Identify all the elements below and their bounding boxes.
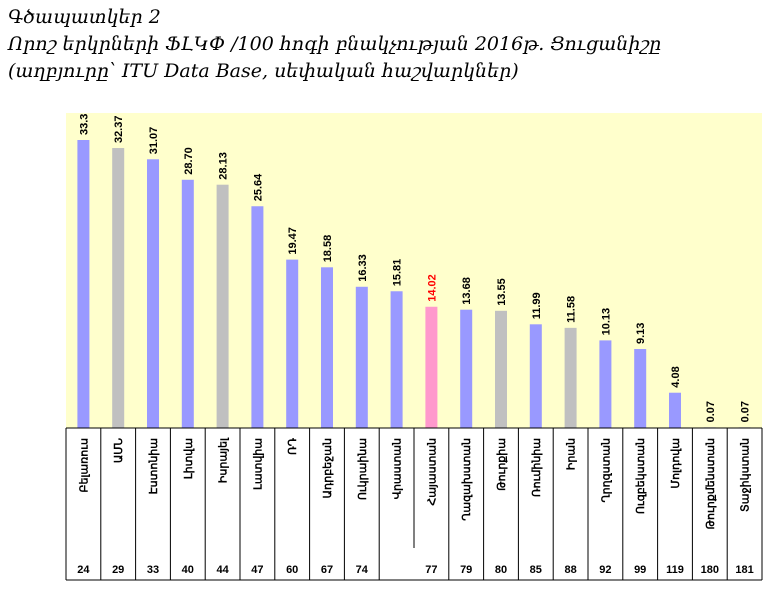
- chart-titles: Գծապատկեր 2 Որոշ երկրների ՖԼԿՓ /100 հոգի…: [8, 4, 778, 85]
- rank-label: 180: [701, 564, 719, 576]
- bar: [495, 310, 507, 428]
- category-label: Էստոնիա: [148, 438, 160, 494]
- figure-label: Գծապատկեր 2: [8, 6, 161, 28]
- data-label: 31.07: [148, 127, 160, 155]
- data-label: 33.3: [78, 114, 90, 135]
- category-label: Լատվիա: [252, 438, 264, 490]
- bar: [425, 306, 438, 428]
- bar-group: 33.3 32.37 31.07 28.70 28.13 25.64 19.47 18.58 1…: [77, 114, 752, 429]
- rank-label: 119: [666, 564, 684, 576]
- rank-label: 24: [77, 564, 90, 576]
- category-label: Տաջիկստան: [740, 438, 752, 512]
- bar: [77, 140, 90, 428]
- rank-label: 85: [530, 564, 542, 576]
- category-label: Ղազախստան: [461, 438, 473, 521]
- data-label: 28.70: [183, 147, 195, 175]
- data-label: 9.13: [635, 323, 647, 344]
- bar: [112, 148, 125, 429]
- rank-label: 67: [321, 564, 333, 576]
- rank-label: 33: [147, 564, 159, 576]
- rank-label: 88: [564, 564, 576, 576]
- category-label: Լիտվա: [183, 438, 195, 479]
- bar: [390, 291, 403, 428]
- data-label: 14.02: [426, 274, 438, 302]
- rank-label: 80: [495, 564, 507, 576]
- chart-source: (աղբյուրը՝ ITU Data Base, սեփական հաշվար…: [8, 60, 519, 82]
- bar: [181, 179, 194, 428]
- bar: [460, 309, 473, 428]
- data-label: 25.64: [252, 173, 264, 201]
- rank-label: 29: [112, 564, 124, 576]
- data-label: 4.08: [670, 366, 682, 387]
- category-label: Ռումինիա: [531, 438, 543, 497]
- rank-label: 60: [286, 564, 298, 576]
- rank-label: 77: [425, 564, 437, 576]
- bar: [355, 286, 368, 428]
- category-label: Հայաստան: [426, 438, 438, 506]
- data-label: 13.68: [461, 277, 473, 305]
- bar: [216, 184, 229, 428]
- bar: [599, 340, 612, 428]
- category-label: Բելառուս: [78, 438, 90, 493]
- category-label: Թուրքիա: [496, 438, 508, 491]
- data-label: 32.37: [113, 116, 125, 144]
- data-label: 0.07: [740, 401, 752, 422]
- chart-title: Որոշ երկրների ՖԼԿՓ /100 հոգի բնակչության…: [8, 33, 662, 55]
- category-label: ԱՄՆ: [113, 438, 125, 463]
- category-label: Ղրղզստան: [600, 438, 612, 503]
- category-label: Վրաստան: [392, 438, 404, 499]
- rank-label: 99: [634, 564, 646, 576]
- data-label: 16.33: [357, 254, 369, 282]
- category-label: ՌԴ: [287, 437, 299, 455]
- data-label: 28.13: [218, 152, 230, 180]
- category-label: Ուզբեկստան: [635, 438, 647, 514]
- rank-label: 44: [216, 564, 229, 576]
- rank-label: 181: [735, 564, 753, 576]
- category-label: Իրան: [566, 438, 578, 470]
- category-label: Ուկրաինա: [357, 438, 369, 500]
- data-label: 18.58: [322, 235, 334, 263]
- category-table: Բելառուս 24 ԱՄՆ 29 Էստոնիա 33 Լիտվա 40 Իսրայել 44…: [65, 427, 763, 581]
- category-label: Մոլդովա: [670, 438, 682, 489]
- data-label: 11.99: [531, 292, 543, 319]
- rank-label: 92: [599, 564, 611, 576]
- data-label: 19.47: [287, 227, 299, 255]
- category-label: Թուրքմենստան: [705, 438, 717, 529]
- bar: [529, 324, 542, 428]
- bar: [321, 267, 333, 428]
- data-label: 13.55: [496, 278, 508, 306]
- bar: [564, 327, 577, 428]
- data-label: 15.81: [392, 259, 404, 287]
- rank-label: 74: [356, 564, 369, 576]
- bar: [634, 349, 647, 428]
- bar: [669, 392, 681, 428]
- data-label: 10.13: [600, 308, 612, 336]
- rank-label: 40: [182, 564, 194, 576]
- bar: [147, 159, 159, 429]
- category-label: Ադրբեջան: [322, 438, 334, 499]
- rank-label: 47: [251, 564, 263, 576]
- plot-area: [66, 113, 762, 428]
- bar: [286, 259, 299, 428]
- data-label: 11.58: [566, 296, 578, 323]
- data-label: 0.07: [705, 401, 717, 422]
- bar: [251, 206, 264, 428]
- category-label: Իսրայել: [218, 437, 230, 483]
- rank-label: 79: [460, 564, 472, 576]
